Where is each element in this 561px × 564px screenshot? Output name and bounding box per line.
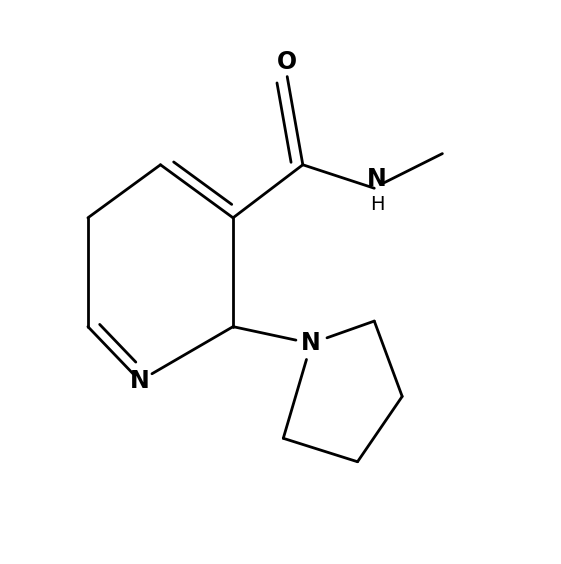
Text: H: H — [370, 196, 384, 214]
Text: O: O — [277, 50, 297, 74]
Text: N: N — [367, 168, 387, 191]
Text: N: N — [130, 369, 150, 393]
Text: N: N — [301, 332, 321, 355]
